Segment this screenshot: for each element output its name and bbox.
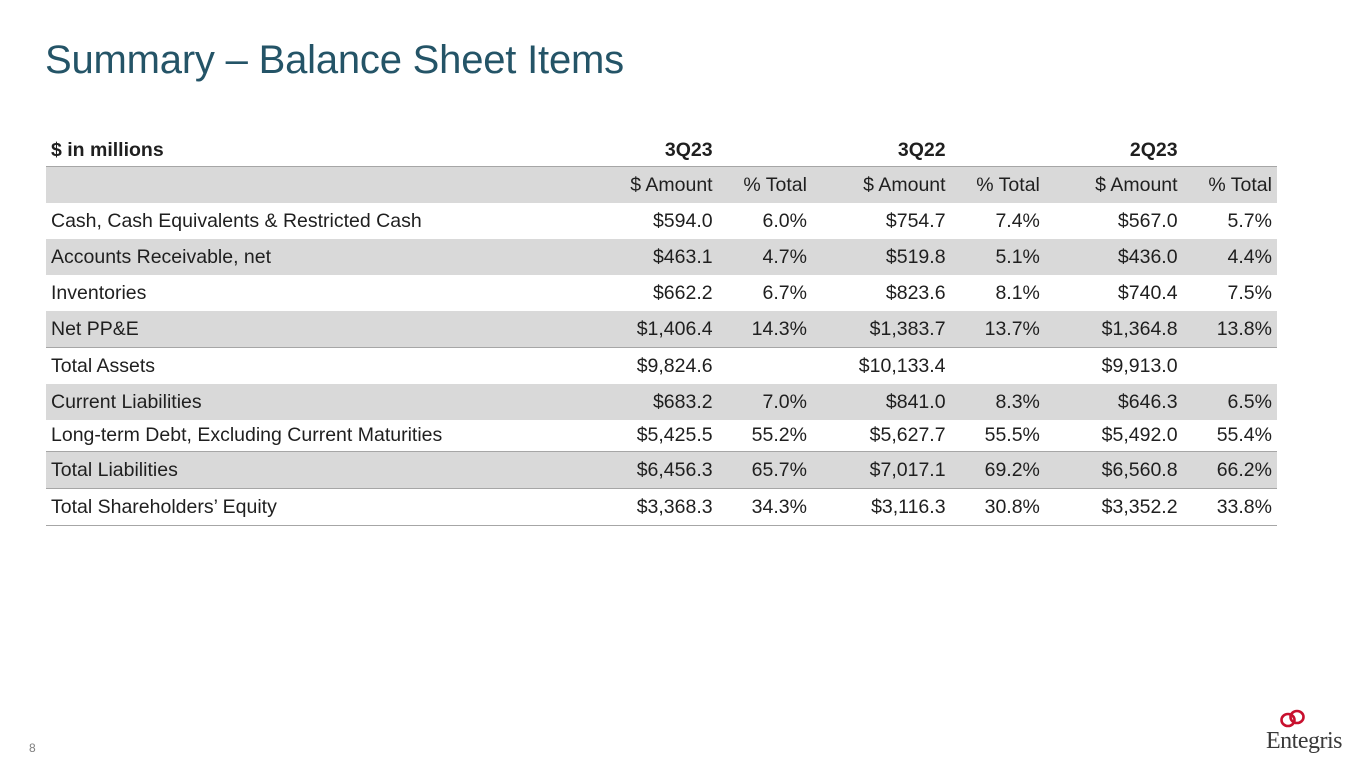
cell-percent: 30.8% <box>950 488 1045 526</box>
table-row-current-liabilities: Current Liabilities $683.2 7.0% $841.0 8… <box>46 384 1277 420</box>
table-row-accounts-receivable: Accounts Receivable, net $463.1 4.7% $51… <box>46 239 1277 275</box>
cell-amount: $740.4 <box>1117 281 1178 304</box>
row-label: Total Shareholders’ Equity <box>46 488 580 526</box>
cell-amount: $9,824.6 <box>636 354 713 377</box>
table-header-periods: $ in millions 3Q23 3Q22 2Q23 <box>46 134 1277 167</box>
column-header-blank <box>46 166 580 203</box>
row-label: Long-term Debt, Excluding Current Maturi… <box>46 420 580 452</box>
cell-percent: 4.7% <box>717 239 812 275</box>
cell-amount: $519.8 <box>811 239 951 275</box>
table-header-columns: $ Amount % Total $ Amount % Total $ Amou… <box>46 166 1277 203</box>
row-label: Inventories <box>51 281 147 304</box>
cell-amount: $9,913.0 <box>1101 354 1178 377</box>
cell-percent: 8.3% <box>950 384 1045 420</box>
cell-amount: $5,492.0 <box>1044 420 1183 452</box>
cell-percent: 13.8% <box>1182 311 1277 348</box>
balance-sheet-table: $ in millions 3Q23 3Q22 2Q23 $ Amount % … <box>46 134 1277 526</box>
cell-amount: $841.0 <box>811 384 951 420</box>
cell-percent: 55.5% <box>950 420 1045 452</box>
table-row-total-assets: Total Assets $9,824.6 $10,133.4 $9,913.0 <box>46 348 1277 385</box>
cell-percent: 14.3% <box>717 311 812 348</box>
period-header-2q23: 2Q23 <box>1044 134 1183 167</box>
cell-amount: $5,425.5 <box>579 420 718 452</box>
cell-percent: 7.5% <box>1227 281 1272 304</box>
row-label: Net PP&E <box>46 311 580 348</box>
period-header-spacer <box>1182 134 1277 167</box>
cell-percent: 4.4% <box>1182 239 1277 275</box>
logo-mark-icon <box>1280 709 1305 728</box>
unit-label: $ in millions <box>46 134 580 167</box>
cell-amount: $7,017.1 <box>811 451 951 489</box>
table-row-net-ppe: Net PP&E $1,406.4 14.3% $1,383.7 13.7% $… <box>46 311 1277 348</box>
cell-amount: $823.6 <box>885 281 946 304</box>
cell-amount: $6,560.8 <box>1044 451 1183 489</box>
cell-percent: 33.8% <box>1182 488 1277 526</box>
cell-percent: 55.2% <box>717 420 812 452</box>
table-row-shareholders-equity: Total Shareholders’ Equity $3,368.3 34.3… <box>46 488 1277 526</box>
cell-percent: 66.2% <box>1182 451 1277 489</box>
cell-amount: $754.7 <box>885 209 946 232</box>
table-row-total-liabilities: Total Liabilities $6,456.3 65.7% $7,017.… <box>46 451 1277 489</box>
page-number: 8 <box>29 741 36 755</box>
period-header-spacer <box>950 134 1045 167</box>
cell-percent <box>718 348 812 385</box>
logo-wordmark: Entegris <box>1266 728 1342 754</box>
cell-amount: $3,352.2 <box>1044 488 1183 526</box>
column-header-percent: % Total <box>717 166 812 203</box>
cell-amount: $683.2 <box>579 384 718 420</box>
cell-amount: $3,368.3 <box>579 488 718 526</box>
cell-percent: 7.4% <box>995 209 1040 232</box>
row-label: Total Assets <box>51 354 156 377</box>
cell-amount: $463.1 <box>579 239 718 275</box>
column-header-amount: $ Amount <box>579 166 718 203</box>
cell-percent: 6.5% <box>1182 384 1277 420</box>
row-label: Cash, Cash Equivalents & Restricted Cash <box>51 209 422 232</box>
cell-amount: $567.0 <box>1117 209 1178 232</box>
table-row-inventories: Inventories $662.2 6.7% $823.6 8.1% $740… <box>46 275 1277 311</box>
cell-amount: $646.3 <box>1044 384 1183 420</box>
cell-percent: 34.3% <box>717 488 812 526</box>
cell-amount: $662.2 <box>652 281 713 304</box>
cell-amount: $10,133.4 <box>858 354 946 377</box>
cell-percent: 6.7% <box>762 281 807 304</box>
row-label: Current Liabilities <box>46 384 580 420</box>
column-header-amount: $ Amount <box>811 166 951 203</box>
slide-title: Summary – Balance Sheet Items <box>45 38 624 82</box>
cell-percent: 65.7% <box>717 451 812 489</box>
cell-amount: $6,456.3 <box>579 451 718 489</box>
cell-amount: $1,406.4 <box>579 311 718 348</box>
period-header-3q22: 3Q22 <box>811 134 951 167</box>
period-header-spacer <box>717 134 812 167</box>
period-header-3q23: 3Q23 <box>579 134 718 167</box>
cell-percent <box>1183 348 1277 385</box>
cell-percent: 8.1% <box>995 281 1040 304</box>
cell-percent: 6.0% <box>762 209 807 232</box>
column-header-percent: % Total <box>1182 166 1277 203</box>
cell-percent: 5.1% <box>950 239 1045 275</box>
cell-amount: $5,627.7 <box>811 420 951 452</box>
cell-percent <box>951 348 1045 385</box>
table-row-long-term-debt: Long-term Debt, Excluding Current Maturi… <box>46 420 1277 452</box>
cell-percent: 13.7% <box>950 311 1045 348</box>
cell-percent: 55.4% <box>1182 420 1277 452</box>
cell-amount: $1,383.7 <box>811 311 951 348</box>
cell-percent: 7.0% <box>717 384 812 420</box>
table-row-cash: Cash, Cash Equivalents & Restricted Cash… <box>46 203 1277 239</box>
row-label: Accounts Receivable, net <box>46 239 580 275</box>
cell-amount: $436.0 <box>1044 239 1183 275</box>
cell-percent: 69.2% <box>950 451 1045 489</box>
company-logo: Entegris <box>1266 708 1350 756</box>
column-header-amount: $ Amount <box>1044 166 1183 203</box>
cell-amount: $3,116.3 <box>811 488 951 526</box>
cell-amount: $1,364.8 <box>1044 311 1183 348</box>
row-label: Total Liabilities <box>46 451 580 489</box>
column-header-percent: % Total <box>950 166 1045 203</box>
cell-percent: 5.7% <box>1227 209 1272 232</box>
cell-amount: $594.0 <box>652 209 713 232</box>
